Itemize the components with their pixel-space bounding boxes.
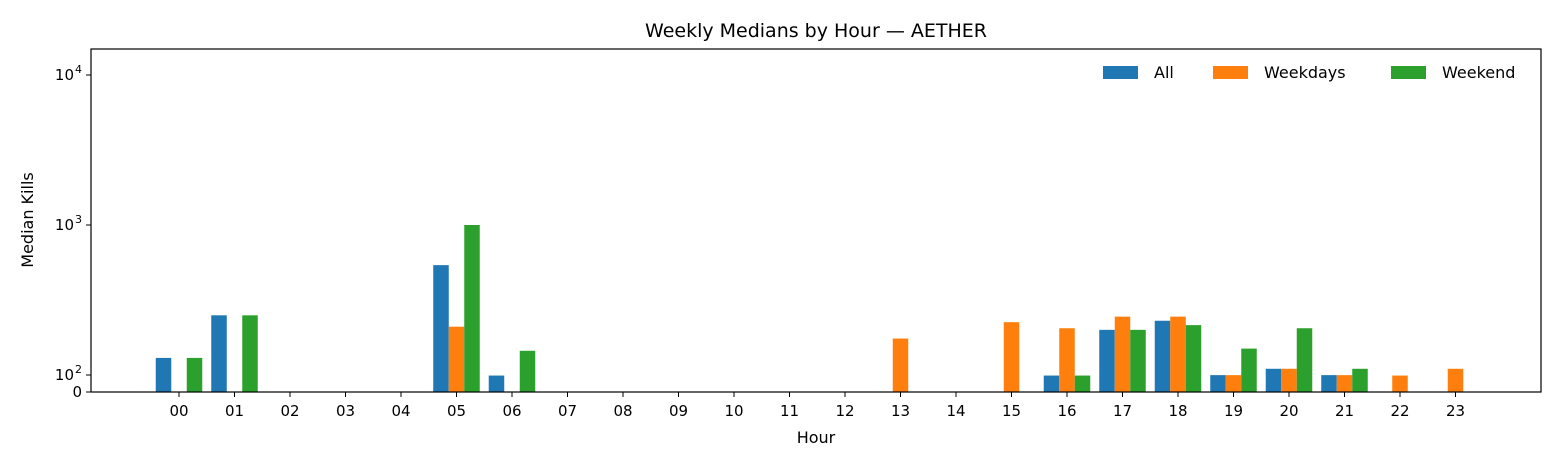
y-tick-exponent: 4 xyxy=(75,63,82,76)
x-tick-label: 04 xyxy=(391,402,410,420)
x-tick-label: 20 xyxy=(1279,402,1298,420)
chart-title: Weekly Medians by Hour — AETHER xyxy=(645,20,987,42)
bar-all-01 xyxy=(211,315,227,392)
bar-all-05 xyxy=(433,265,449,392)
legend-label-all: All xyxy=(1154,63,1174,82)
bar-weekdays-21 xyxy=(1336,375,1353,392)
bar-all-21 xyxy=(1321,375,1337,392)
x-tick-label: 13 xyxy=(891,402,910,420)
bar-all-06 xyxy=(488,375,505,392)
bar-weekend-21 xyxy=(1352,368,1368,392)
x-tick-label: 05 xyxy=(447,402,466,420)
bar-weekdays-19 xyxy=(1225,375,1242,392)
y-tick-exponent: 3 xyxy=(75,213,82,226)
y-tick-label: 10 xyxy=(55,216,74,234)
bar-weekdays-22 xyxy=(1392,375,1408,392)
x-tick-label: 21 xyxy=(1335,402,1354,420)
x-tick-label: 23 xyxy=(1446,402,1465,420)
legend-swatch-all xyxy=(1103,66,1138,79)
y-axis-label: Median Kills xyxy=(18,172,37,267)
bar-weekdays-17 xyxy=(1114,316,1131,392)
y-tick-exponent: 2 xyxy=(75,363,82,376)
y-tick-label: 0 xyxy=(72,383,82,401)
x-tick-label: 18 xyxy=(1168,402,1187,420)
legend-label-weekdays: Weekdays xyxy=(1264,63,1346,82)
plot-frame xyxy=(90,48,1542,393)
x-tick-label: 00 xyxy=(169,402,188,420)
x-tick-label: 17 xyxy=(1113,402,1132,420)
legend-swatch-weekdays xyxy=(1213,66,1248,79)
x-tick-label: 14 xyxy=(946,402,965,420)
x-tick-label: 01 xyxy=(225,402,244,420)
bar-weekdays-13 xyxy=(892,338,909,392)
bar-weekend-00 xyxy=(186,357,203,392)
bar-weekdays-18 xyxy=(1170,316,1186,392)
x-tick-label: 15 xyxy=(1002,402,1021,420)
x-tick-label: 22 xyxy=(1390,402,1409,420)
bar-all-19 xyxy=(1210,375,1226,392)
x-tick-label: 06 xyxy=(502,402,521,420)
x-tick-label: 09 xyxy=(669,402,688,420)
bar-all-16 xyxy=(1043,375,1060,392)
bar-weekend-05 xyxy=(464,225,480,392)
bar-all-20 xyxy=(1265,368,1282,392)
x-tick-label: 07 xyxy=(558,402,577,420)
bar-weekdays-20 xyxy=(1281,368,1297,392)
bar-weekend-19 xyxy=(1241,348,1257,392)
legend-swatch-weekend xyxy=(1391,66,1426,79)
x-axis-ticks: 00 01 02 03 04 05 06 07 08 09 10 11 12 13 14 15 16 17 18 19… xyxy=(169,392,1465,420)
bars-group xyxy=(155,225,1464,392)
x-tick-label: 12 xyxy=(835,402,854,420)
x-axis-label: Hour xyxy=(797,428,836,447)
legend-label-weekend: Weekend xyxy=(1442,63,1515,82)
bar-weekdays-23 xyxy=(1447,368,1464,392)
bar-weekdays-15 xyxy=(1003,322,1020,392)
x-tick-label: 02 xyxy=(280,402,299,420)
bar-all-18 xyxy=(1154,320,1171,392)
bar-weekend-20 xyxy=(1296,328,1313,392)
legend: All Weekdays Weekend xyxy=(1103,63,1515,82)
bar-weekend-16 xyxy=(1074,375,1091,392)
bar-weekdays-05 xyxy=(448,326,465,392)
y-tick-label: 10 xyxy=(55,366,74,384)
x-tick-label: 10 xyxy=(724,402,743,420)
bar-all-17 xyxy=(1099,329,1115,392)
bar-weekdays-16 xyxy=(1059,328,1075,392)
y-tick-label: 10 xyxy=(55,66,74,84)
x-tick-label: 11 xyxy=(780,402,799,420)
bar-weekend-06 xyxy=(519,350,536,392)
bar-weekend-18 xyxy=(1185,325,1202,392)
x-tick-label: 08 xyxy=(613,402,632,420)
bar-all-00 xyxy=(155,357,172,392)
bar-weekend-01 xyxy=(242,315,258,392)
x-tick-label: 19 xyxy=(1224,402,1243,420)
x-tick-label: 16 xyxy=(1057,402,1076,420)
x-tick-label: 03 xyxy=(336,402,355,420)
bar-weekend-17 xyxy=(1130,329,1146,392)
